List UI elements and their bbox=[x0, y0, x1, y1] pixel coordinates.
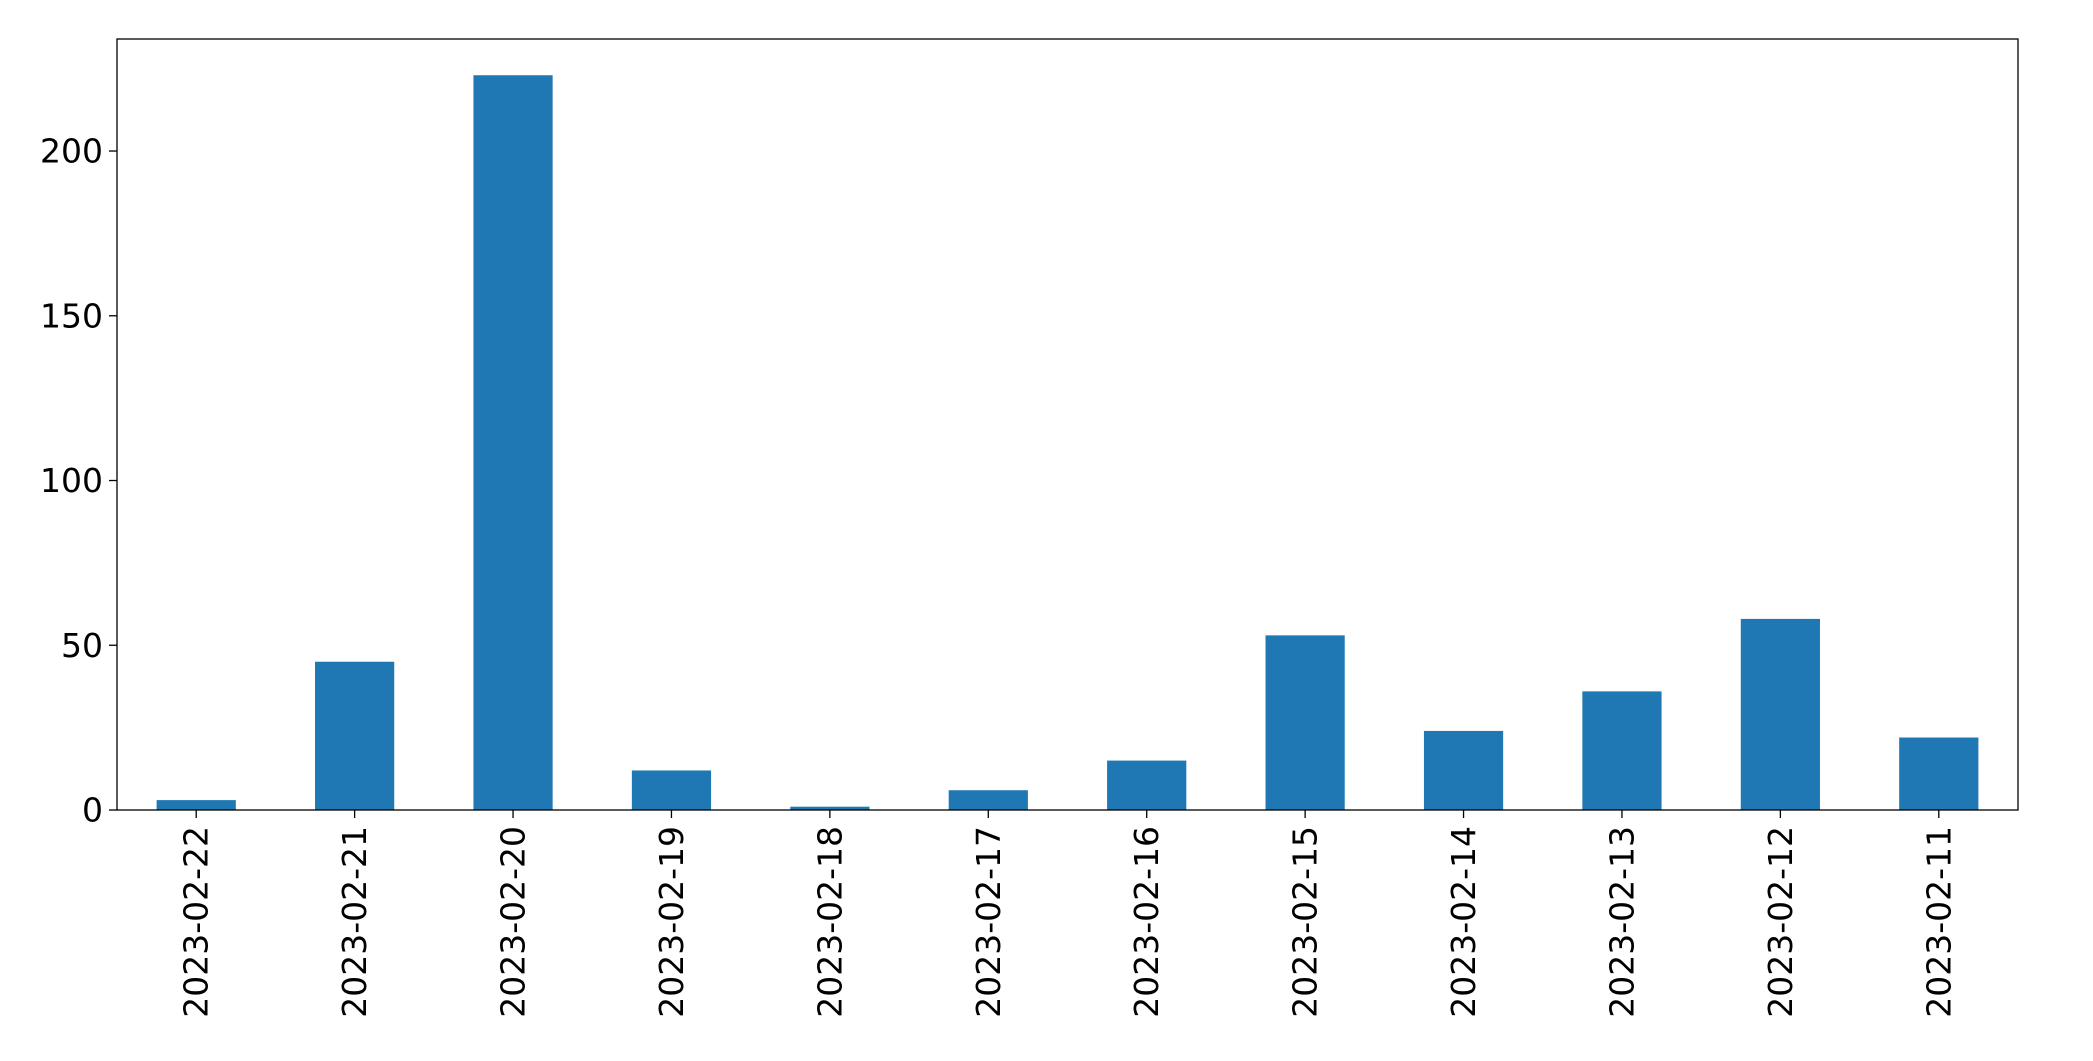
bar-2023-02-14 bbox=[1423, 730, 1504, 810]
bar-2023-02-22 bbox=[156, 800, 236, 810]
y-tick-label: 150 bbox=[40, 296, 103, 335]
x-tick-label: 2023-02-12 bbox=[1761, 826, 1800, 1018]
x-tick-label: 2023-02-14 bbox=[1444, 826, 1483, 1018]
bar-2023-02-12 bbox=[1740, 618, 1820, 810]
bar-2023-02-21 bbox=[315, 661, 395, 810]
x-tick-label: 2023-02-20 bbox=[494, 826, 533, 1018]
y-tick-label: 200 bbox=[40, 132, 103, 171]
x-tick-label: 2023-02-15 bbox=[1286, 826, 1325, 1018]
y-axis: 0 50 100 150 200 bbox=[40, 132, 117, 830]
y-tick-label: 50 bbox=[61, 626, 103, 665]
bar-2023-02-20 bbox=[473, 75, 553, 810]
bar-2023-02-11 bbox=[1899, 737, 1979, 810]
x-tick-label: 2023-02-17 bbox=[969, 826, 1008, 1018]
x-axis: 2023-02-22 2023-02-21 2023-02-20 2023-02-19… bbox=[177, 810, 1958, 1018]
y-tick-label: 0 bbox=[82, 791, 103, 830]
x-tick-label: 2023-02-19 bbox=[652, 826, 691, 1018]
y-tick-label: 100 bbox=[40, 461, 103, 500]
x-tick-label: 2023-02-11 bbox=[1919, 826, 1958, 1018]
bar-2023-02-18 bbox=[790, 806, 870, 810]
x-tick-label: 2023-02-22 bbox=[177, 826, 216, 1018]
x-tick-label: 2023-02-21 bbox=[335, 826, 374, 1018]
plot-area-frame bbox=[116, 38, 2019, 811]
x-tick-label: 2023-02-16 bbox=[1127, 826, 1166, 1018]
bar-2023-02-19 bbox=[631, 770, 712, 810]
bar-2023-02-17 bbox=[948, 790, 1028, 810]
bar-2023-02-16 bbox=[1107, 760, 1187, 810]
bar-2023-02-15 bbox=[1265, 635, 1345, 810]
bar-2023-02-13 bbox=[1582, 691, 1662, 810]
x-tick-label: 2023-02-18 bbox=[810, 826, 849, 1018]
bars-layer bbox=[156, 75, 1979, 810]
x-tick-label: 2023-02-13 bbox=[1602, 826, 1641, 1018]
